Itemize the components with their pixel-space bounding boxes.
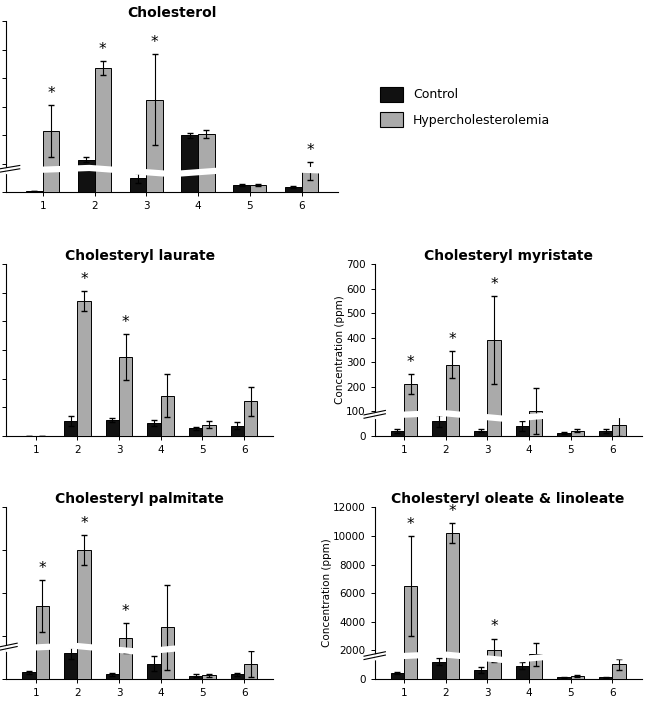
Title: Cholesteryl laurate: Cholesteryl laurate: [65, 249, 215, 263]
Bar: [529, 655, 542, 679]
Y-axis label: Concentration (ppm): Concentration (ppm): [334, 296, 345, 404]
Bar: [64, 421, 77, 436]
Title: Cholesteryl palmitate: Cholesteryl palmitate: [56, 492, 224, 506]
Text: *: *: [80, 516, 88, 531]
Bar: [43, 131, 60, 192]
Bar: [181, 135, 198, 192]
Bar: [119, 638, 132, 679]
Bar: [487, 340, 501, 436]
Bar: [231, 426, 244, 436]
Bar: [36, 606, 49, 679]
Title: Cholesteryl myristate: Cholesteryl myristate: [424, 249, 593, 263]
Bar: [557, 677, 571, 679]
Bar: [557, 433, 571, 436]
Bar: [77, 301, 91, 436]
Text: *: *: [80, 272, 88, 287]
Bar: [432, 421, 446, 436]
Bar: [22, 672, 36, 679]
Bar: [64, 653, 77, 679]
Bar: [119, 357, 132, 436]
Bar: [446, 365, 459, 436]
Bar: [146, 100, 163, 192]
Bar: [202, 675, 216, 679]
Bar: [599, 431, 612, 436]
Bar: [404, 586, 417, 679]
Bar: [78, 160, 95, 192]
Bar: [95, 69, 111, 192]
Bar: [202, 425, 216, 436]
Y-axis label: Concentration (ppm): Concentration (ppm): [321, 539, 332, 648]
Bar: [474, 431, 487, 436]
Text: *: *: [490, 619, 498, 634]
Bar: [189, 428, 202, 436]
Bar: [198, 134, 214, 192]
Bar: [404, 384, 417, 436]
Bar: [26, 191, 43, 192]
Bar: [516, 426, 529, 436]
Bar: [147, 664, 161, 679]
Text: *: *: [151, 35, 158, 49]
Bar: [391, 431, 404, 436]
Bar: [612, 425, 626, 436]
Bar: [571, 431, 584, 436]
Text: *: *: [47, 86, 55, 101]
Legend: Control, Hypercholesterolemia: Control, Hypercholesterolemia: [374, 81, 556, 134]
Bar: [161, 627, 174, 679]
Text: *: *: [490, 277, 498, 292]
Bar: [106, 674, 119, 679]
Bar: [571, 676, 584, 679]
Bar: [106, 420, 119, 436]
Title: Cholesterol: Cholesterol: [128, 6, 217, 20]
Text: *: *: [122, 315, 130, 330]
Bar: [285, 187, 301, 192]
Bar: [77, 550, 91, 679]
Bar: [161, 396, 174, 436]
Text: *: *: [448, 332, 456, 347]
Bar: [516, 666, 529, 679]
Bar: [147, 423, 161, 436]
Bar: [189, 676, 202, 679]
Bar: [612, 665, 626, 679]
Bar: [244, 402, 257, 436]
Bar: [130, 178, 146, 192]
Text: *: *: [122, 604, 130, 619]
Bar: [432, 662, 446, 679]
Bar: [244, 664, 257, 679]
Title: Cholesteryl oleate & linoleate: Cholesteryl oleate & linoleate: [391, 492, 625, 506]
Text: *: *: [407, 517, 414, 532]
Bar: [391, 673, 404, 679]
Text: *: *: [99, 42, 107, 57]
Text: *: *: [407, 355, 414, 370]
Text: *: *: [448, 504, 456, 519]
Bar: [250, 185, 266, 192]
Bar: [474, 670, 487, 679]
Bar: [301, 171, 318, 192]
Bar: [529, 411, 542, 436]
Bar: [599, 677, 612, 679]
Text: *: *: [306, 144, 314, 158]
Text: *: *: [38, 561, 46, 576]
Bar: [487, 650, 501, 679]
Bar: [446, 533, 459, 679]
Bar: [233, 185, 250, 192]
Bar: [231, 674, 244, 679]
